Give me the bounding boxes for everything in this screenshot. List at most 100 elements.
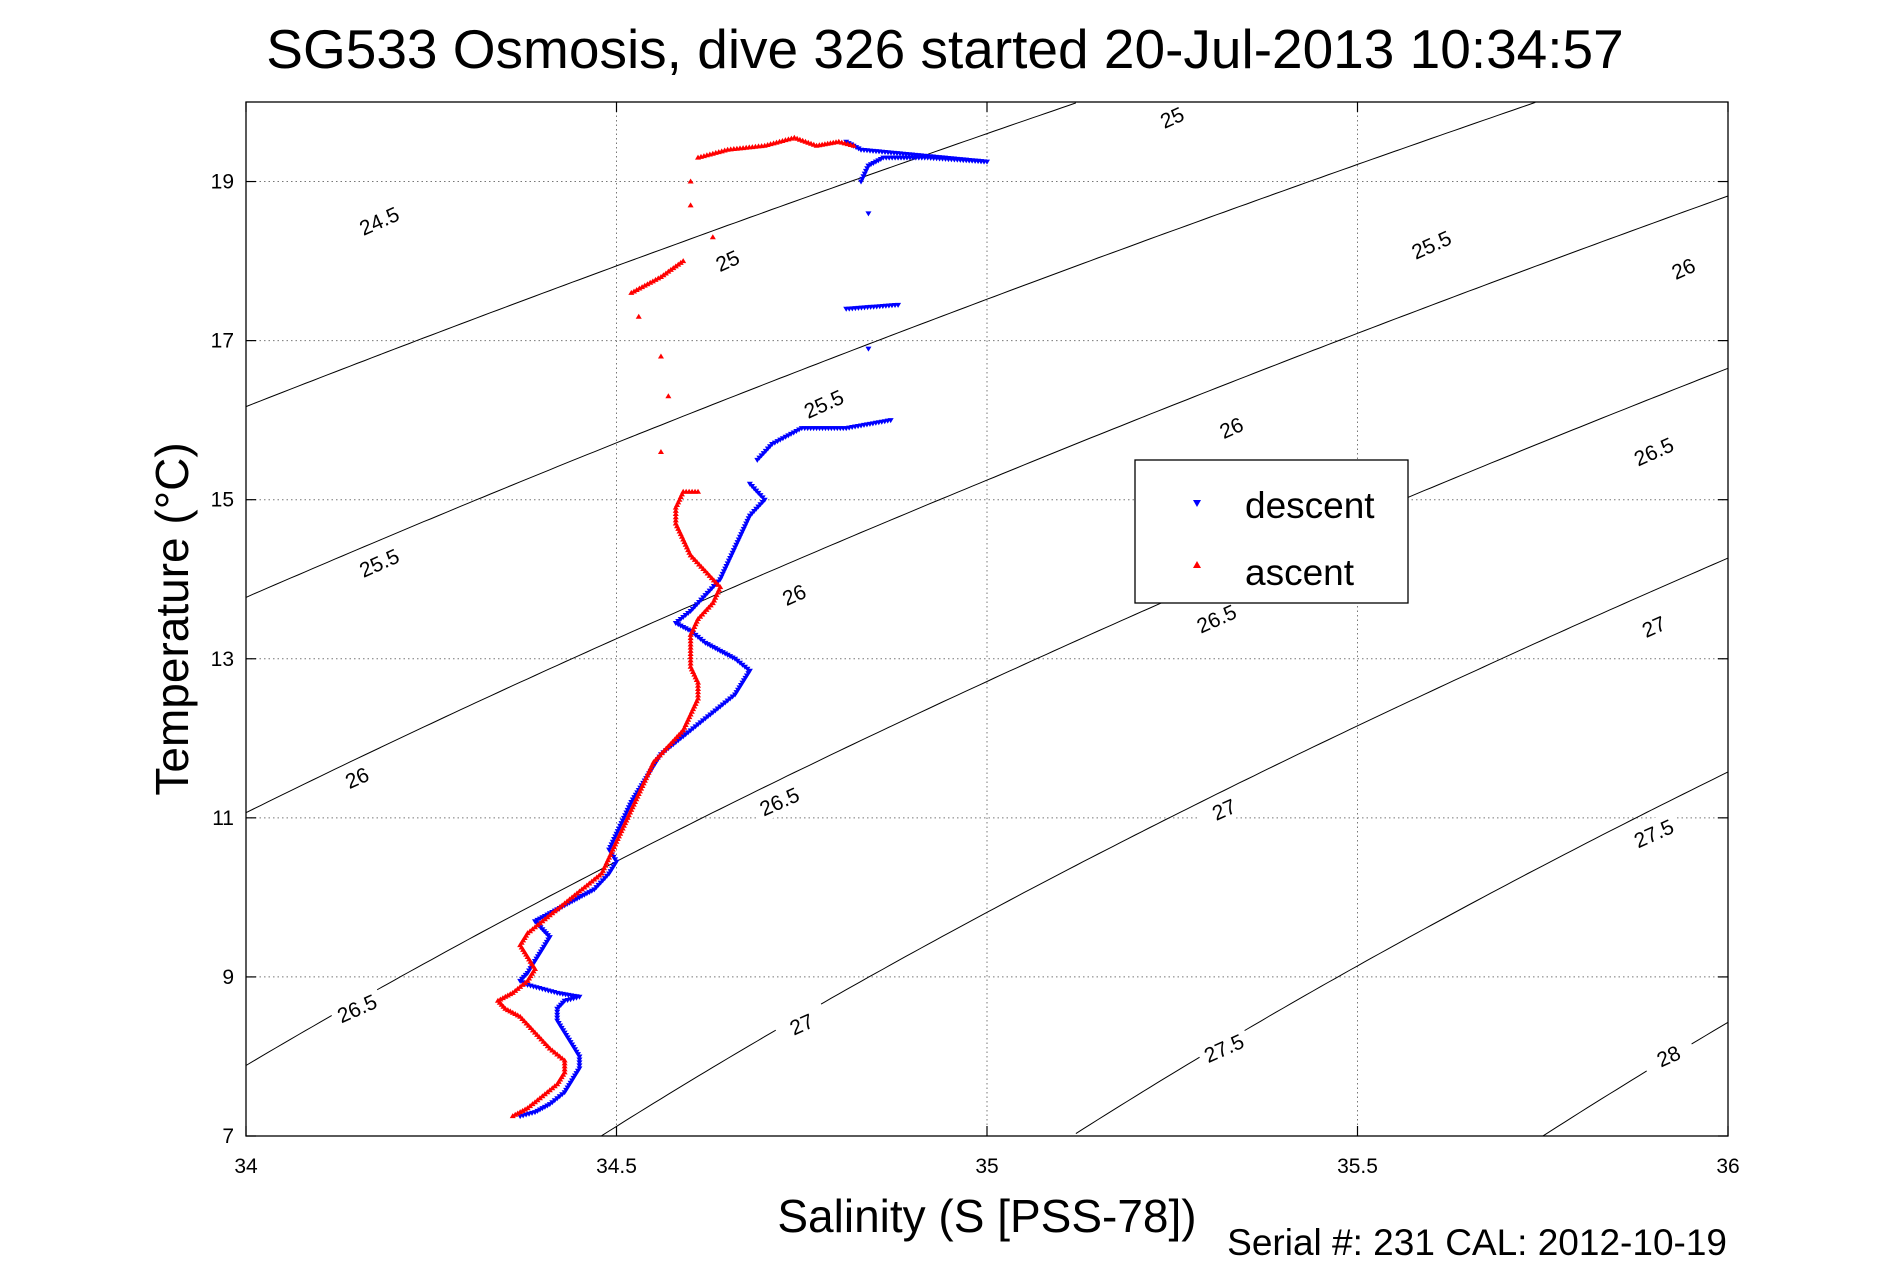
ascent-point bbox=[652, 276, 659, 282]
ascent-point bbox=[628, 289, 635, 295]
ascent-point bbox=[716, 586, 723, 592]
gridlines bbox=[246, 102, 1728, 1136]
contour-label-bg bbox=[1142, 94, 1201, 140]
contour-label-bg bbox=[1187, 595, 1246, 641]
y-tick-label: 13 bbox=[211, 648, 234, 671]
y-tick-label: 7 bbox=[222, 1125, 234, 1148]
density-contour-line bbox=[1542, 1021, 1729, 1137]
ascent-point bbox=[850, 142, 857, 148]
ascent-point bbox=[672, 520, 679, 526]
ascent-point bbox=[676, 528, 683, 534]
ascent-point bbox=[613, 838, 620, 844]
density-contour-line bbox=[245, 367, 1729, 1066]
ascent-point bbox=[687, 644, 694, 650]
contour-label-bg bbox=[698, 237, 757, 283]
ascent-point bbox=[687, 711, 694, 717]
ascent-point bbox=[615, 833, 622, 839]
ascent-point bbox=[685, 716, 692, 722]
ascent-point bbox=[507, 991, 514, 997]
ascent-point bbox=[638, 785, 645, 791]
ascent-point bbox=[628, 806, 635, 812]
legend: descent ascent bbox=[1134, 459, 1409, 604]
ascent-point bbox=[681, 539, 688, 545]
contour-label-bg bbox=[1624, 603, 1683, 649]
ascent-point bbox=[687, 650, 694, 656]
ascent-point bbox=[687, 631, 694, 637]
ascent-point bbox=[624, 814, 631, 820]
ascent-point bbox=[709, 600, 716, 606]
ascent-point bbox=[622, 820, 629, 826]
ascent-point bbox=[687, 202, 694, 208]
ascent-point bbox=[639, 783, 646, 789]
ascent-point bbox=[627, 809, 634, 815]
descent-point bbox=[554, 1012, 561, 1018]
ascent-point bbox=[606, 854, 613, 860]
ascent-point bbox=[640, 780, 647, 786]
contour-label-bg bbox=[1624, 428, 1683, 474]
contour-label-bg bbox=[1624, 810, 1683, 856]
serial-cal-footer: Serial #: 231 CAL: 2012-10-19 bbox=[1227, 1222, 1727, 1262]
x-tick-label: 34.5 bbox=[596, 1155, 637, 1178]
contour-label-bg bbox=[349, 539, 409, 585]
density-contour-line bbox=[245, 101, 1536, 598]
ascent-point bbox=[690, 669, 697, 675]
ascent-point bbox=[561, 1066, 568, 1072]
ascent-point bbox=[630, 801, 637, 807]
ascent-point bbox=[680, 727, 687, 733]
ascent-point bbox=[686, 714, 693, 720]
ascent-point bbox=[678, 533, 685, 539]
ascent-point bbox=[692, 621, 699, 627]
ascent-point bbox=[687, 638, 694, 644]
ascent-point bbox=[509, 1009, 516, 1015]
ascent-point bbox=[618, 828, 625, 834]
x-tick-label: 35.5 bbox=[1337, 1155, 1378, 1178]
descent-point bbox=[576, 1057, 583, 1063]
x-tick-label: 35 bbox=[975, 1155, 998, 1178]
contour-label-bg bbox=[1402, 221, 1461, 267]
contour-label-bg bbox=[794, 380, 853, 426]
ascent-point bbox=[683, 719, 690, 725]
ascent-point bbox=[687, 635, 694, 641]
ascent-point bbox=[514, 1012, 521, 1018]
density-contour-label: 26.5 bbox=[1631, 434, 1678, 472]
ascent-point bbox=[688, 666, 695, 672]
ascent-point bbox=[517, 1109, 524, 1115]
descent-point bbox=[895, 302, 902, 308]
contour-label-bg bbox=[1654, 245, 1713, 291]
ascent-point bbox=[682, 722, 689, 728]
ascent-point bbox=[677, 531, 684, 537]
ascent-point bbox=[636, 788, 643, 794]
ascent-point bbox=[634, 793, 641, 799]
ascent-point bbox=[625, 812, 632, 818]
ascent-point bbox=[629, 804, 636, 810]
ascent-point bbox=[614, 836, 621, 842]
density-contour-line bbox=[601, 557, 1729, 1137]
ascent-point bbox=[561, 1063, 568, 1069]
density-contour-label: 26.5 bbox=[756, 784, 803, 822]
descent-point bbox=[887, 418, 894, 424]
ascent-point bbox=[693, 698, 700, 704]
contour-label-bg bbox=[750, 778, 809, 824]
ascent-point bbox=[687, 654, 694, 660]
ascent-point bbox=[687, 641, 694, 647]
ascent-point bbox=[687, 552, 694, 558]
legend-box bbox=[1134, 459, 1409, 604]
ascent-point bbox=[675, 525, 682, 531]
ascent-point bbox=[609, 846, 616, 852]
ascent-point bbox=[502, 993, 509, 999]
density-contour-labels: 24.5252525.525.525.52626262626.526.526.5… bbox=[327, 94, 1713, 1078]
ascent-point bbox=[639, 284, 646, 290]
x-axis-label: Salinity (S [PSS-78]) bbox=[777, 1190, 1196, 1242]
ascent-point bbox=[497, 996, 504, 1002]
ascent-point bbox=[636, 285, 643, 291]
ascent-point bbox=[695, 695, 702, 701]
contour-label-bg bbox=[1194, 786, 1253, 832]
ascent-point bbox=[598, 870, 605, 876]
density-contour-label: 24.5 bbox=[356, 203, 403, 241]
ascent-point bbox=[690, 706, 697, 712]
chart-title: SG533 Osmosis, dive 326 started 20-Jul-2… bbox=[266, 18, 1623, 80]
ascent-point bbox=[691, 671, 698, 677]
ascent-point bbox=[611, 844, 618, 850]
ascent-point bbox=[665, 393, 672, 399]
ascent-point bbox=[522, 1106, 529, 1112]
